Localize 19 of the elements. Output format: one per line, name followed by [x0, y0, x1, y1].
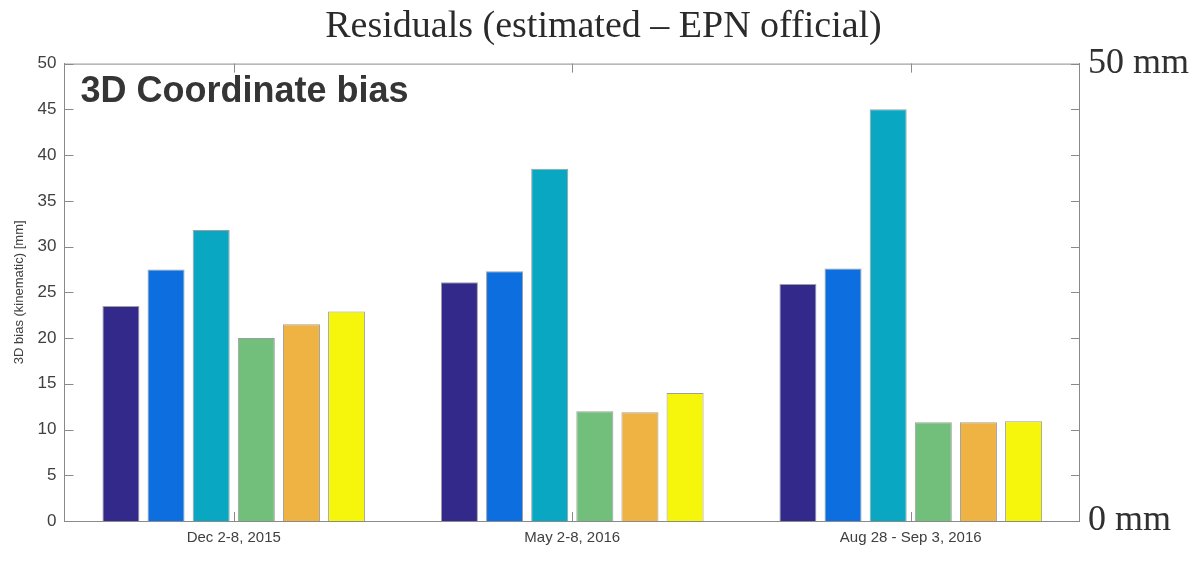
x-tick-label: May 2-8, 2016 [524, 528, 621, 546]
y-tick-label: 10 [37, 419, 57, 439]
y-tick-label: 20 [37, 327, 57, 347]
x-tick-label: Aug 28 - Sep 3, 2016 [839, 528, 982, 546]
y-tick-label: 25 [37, 281, 57, 301]
y-axis-title: 3D bias (kinematic) [mm] [11, 220, 27, 365]
y-tick-label: 30 [37, 236, 57, 256]
y-tick-label: 5 [47, 464, 57, 484]
y-tick-label: 35 [37, 190, 57, 210]
y-tick-label: 0 [47, 510, 57, 530]
y-tick-label: 15 [37, 373, 57, 393]
y-tick-label: 45 [37, 99, 57, 119]
x-tick-label: Dec 2-8, 2015 [186, 528, 281, 546]
y-tick-label: 40 [37, 144, 57, 164]
y-tick-label: 50 [37, 53, 57, 73]
y2-tick-label: 0 mm [1088, 498, 1172, 539]
chart-subtitle: 3D Coordinate bias [80, 68, 409, 110]
chart-title: Residuals (estimated – EPN official) [325, 2, 882, 46]
y2-tick-label: 50 mm [1088, 41, 1190, 82]
